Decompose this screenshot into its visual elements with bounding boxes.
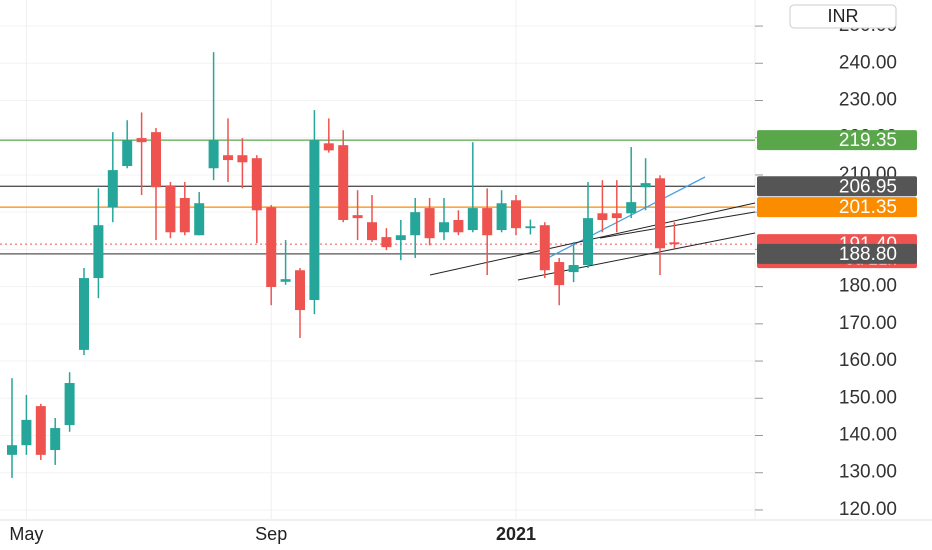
price-label: 206.95 [839,176,897,197]
candle-body [395,235,406,241]
candle-body [669,242,680,245]
y-tick-label: 230.00 [839,90,897,111]
candle-body [439,222,449,233]
currency-box[interactable] [789,4,897,29]
x-tick-label: May [9,524,43,544]
candle-body [496,203,507,231]
x-tick-label: 2021 [496,524,536,544]
y-tick-label: 150.00 [839,387,897,408]
candle-body [611,213,622,219]
candle-body [151,132,161,188]
price-axis: 120.00 130.00 140.00 150.00 160.00 170.00 180.… [9,15,917,544]
candle-body [223,155,233,161]
candle-body [424,208,435,239]
candle-body [208,140,219,169]
candle-body [179,198,190,233]
y-tick-label: 160.00 [839,350,897,371]
candle-body [79,278,89,350]
price-label: 188.80 [839,244,897,265]
candle-body [626,202,637,214]
candle-body [583,218,593,266]
currency[interactable]: INR [828,6,859,26]
candle-body [597,213,608,220]
candle-body [539,225,550,271]
trendline [539,176,706,263]
candle-body [525,226,536,229]
price-label-box [757,243,917,264]
candle-body [655,178,665,249]
price-label-box [757,176,917,197]
y-tick-label: 120.00 [839,499,897,520]
candle-body [280,279,291,282]
y-tick-label: 180.00 [839,276,897,297]
candle-body [266,207,277,287]
currency-button[interactable]: INR [789,4,897,29]
y-tick-label: 170.00 [839,313,897,334]
candle-body [122,140,133,167]
candle-body [554,262,565,286]
price-label: 201.35 [839,197,897,218]
candle-body [309,140,320,301]
candle-body [410,212,421,236]
y-tick-label: 140.00 [839,425,897,446]
candle-body [64,383,75,426]
candle-body [251,158,262,211]
candle-body [295,270,305,311]
price-label-box [757,197,917,218]
candle-body [511,200,521,229]
candle-body [21,419,32,446]
candle-body [165,185,176,233]
candle-body [640,183,651,188]
candle-body [467,208,478,231]
candle-body [194,203,205,236]
candle-body [50,428,61,451]
candle-body [381,237,392,248]
candles [7,52,680,478]
candle-body [338,145,349,220]
candle-body [323,143,334,151]
price-label-box [757,130,917,151]
candle-body [237,155,248,163]
candle-body [93,225,104,279]
candle-body [352,215,363,219]
trendline [517,232,756,281]
candle-body [453,219,464,233]
price-label: 219.35 [839,130,897,151]
candle-body [107,170,118,208]
candle-body [568,265,579,273]
candle-body [136,138,147,143]
trendline [599,211,756,239]
y-tick-label: 240.00 [839,52,897,73]
x-tick-label: Sep [255,524,287,544]
candle-body [482,208,493,236]
y-tick-label: 130.00 [839,462,897,483]
candle-body [35,406,46,455]
candle-body [367,222,377,241]
candle-body [7,445,17,455]
